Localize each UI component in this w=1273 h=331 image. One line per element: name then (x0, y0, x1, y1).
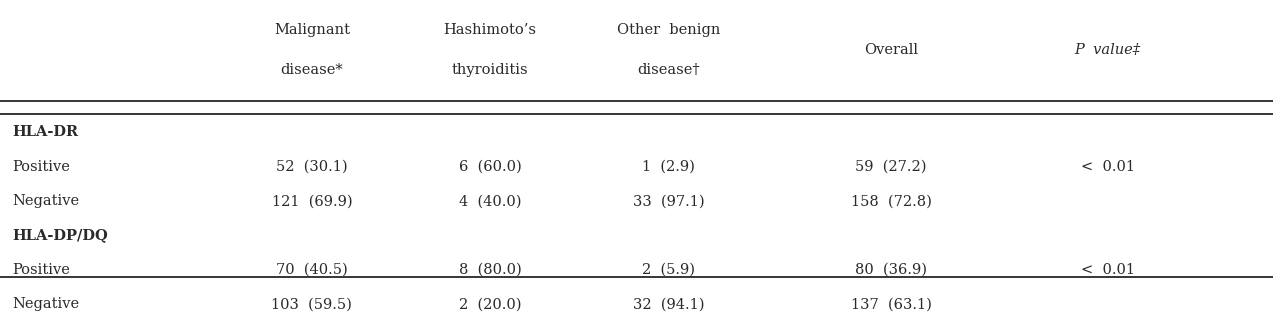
Text: HLA-DP/DQ: HLA-DP/DQ (13, 229, 108, 243)
Text: Negative: Negative (13, 298, 80, 311)
Text: disease†: disease† (636, 63, 700, 77)
Text: <  0.01: < 0.01 (1081, 160, 1134, 174)
Text: 2  (20.0): 2 (20.0) (458, 298, 522, 311)
Text: 121  (69.9): 121 (69.9) (271, 194, 353, 208)
Text: <  0.01: < 0.01 (1081, 263, 1134, 277)
Text: Negative: Negative (13, 194, 80, 208)
Text: 32  (94.1): 32 (94.1) (633, 298, 704, 311)
Text: Positive: Positive (13, 263, 70, 277)
Text: 2  (5.9): 2 (5.9) (642, 263, 695, 277)
Text: 6  (60.0): 6 (60.0) (458, 160, 522, 174)
Text: Hashimoto’s: Hashimoto’s (443, 24, 537, 37)
Text: Overall: Overall (864, 43, 918, 57)
Text: 80  (36.9): 80 (36.9) (855, 263, 927, 277)
Text: Other  benign: Other benign (616, 24, 721, 37)
Text: 33  (97.1): 33 (97.1) (633, 194, 704, 208)
Text: 1  (2.9): 1 (2.9) (642, 160, 695, 174)
Text: 158  (72.8): 158 (72.8) (850, 194, 932, 208)
Text: Positive: Positive (13, 160, 70, 174)
Text: 103  (59.5): 103 (59.5) (271, 298, 353, 311)
Text: disease*: disease* (280, 63, 344, 77)
Text: 8  (80.0): 8 (80.0) (458, 263, 522, 277)
Text: P  value‡: P value‡ (1074, 43, 1141, 57)
Text: 52  (30.1): 52 (30.1) (276, 160, 348, 174)
Text: 59  (27.2): 59 (27.2) (855, 160, 927, 174)
Text: 4  (40.0): 4 (40.0) (458, 194, 522, 208)
Text: 70  (40.5): 70 (40.5) (276, 263, 348, 277)
Text: 137  (63.1): 137 (63.1) (850, 298, 932, 311)
Text: HLA-DR: HLA-DR (13, 125, 79, 139)
Text: Malignant: Malignant (274, 24, 350, 37)
Text: thyroiditis: thyroiditis (452, 63, 528, 77)
